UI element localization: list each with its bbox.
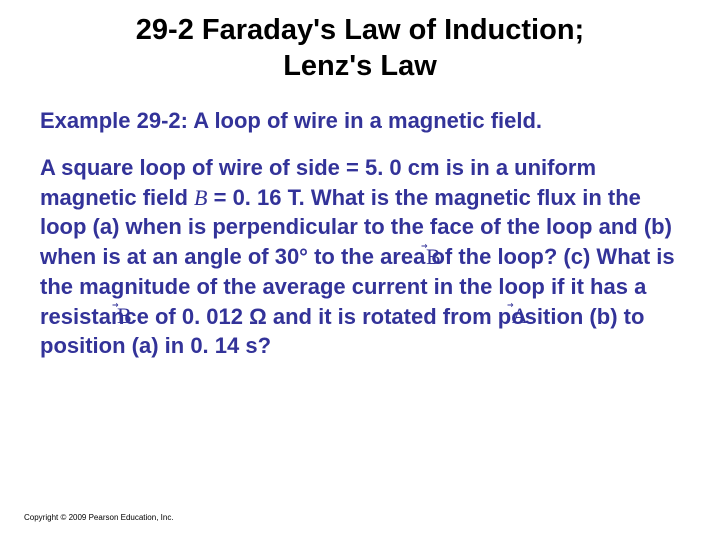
body-text-1: A square loop of wire of side — [40, 155, 346, 180]
vector-b-2: ⃯ B — [117, 301, 132, 331]
vector-a-label: A — [512, 303, 528, 328]
title-line-2: Lenz's Law — [283, 50, 437, 82]
slide-container: 29-2 Faraday's Law of Induction; Lenz's … — [0, 0, 720, 540]
slide-title: 29-2 Faraday's Law of Induction; Lenz's … — [40, 12, 680, 85]
vector-b-2-label: B — [117, 303, 132, 328]
example-heading: Example 29-2: A loop of wire in a magnet… — [40, 107, 680, 136]
vector-b-1: ⃯ B — [426, 242, 441, 272]
vector-a: ⃯ A — [512, 301, 528, 331]
title-line-1: 29-2 Faraday's Law of Induction; — [136, 14, 584, 46]
b-symbol: B — [194, 185, 207, 210]
problem-body: A square loop of wire of side = 5. 0 cm … — [40, 153, 680, 361]
body-text-2: = 0. 16 T. What is the magnetic flux in … — [40, 185, 675, 358]
copyright-text: Copyright © 2009 Pearson Education, Inc. — [24, 513, 174, 522]
vector-b-1-label: B — [426, 244, 441, 269]
